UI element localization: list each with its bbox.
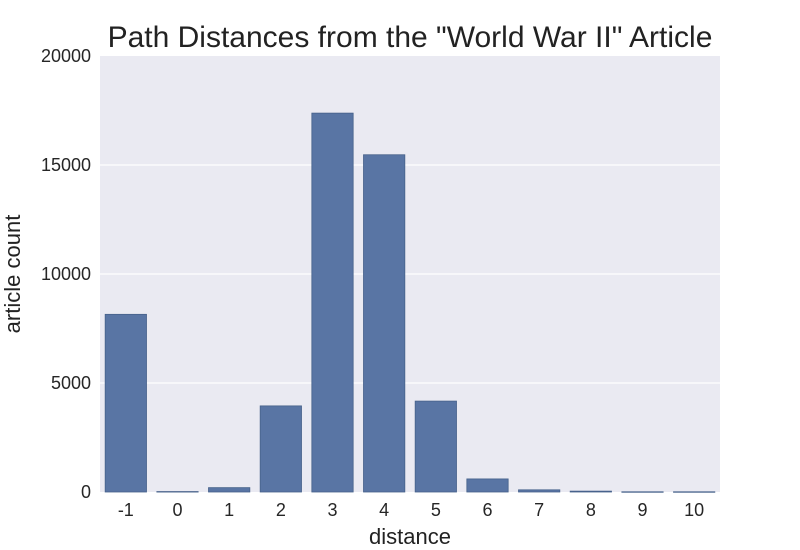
x-tick-label: 1 <box>224 500 234 520</box>
x-axis-label: distance <box>369 524 451 549</box>
chart-title: Path Distances from the "World War II" A… <box>108 21 713 54</box>
x-tick-label: 4 <box>379 500 389 520</box>
y-tick-labels: 0 5000 10000 15000 20000 <box>41 46 91 502</box>
bar <box>311 112 354 493</box>
bar <box>466 478 509 493</box>
y-tick-label: 10000 <box>41 264 91 284</box>
x-tick-label: 10 <box>684 500 704 520</box>
bar <box>156 491 199 493</box>
x-tick-label: 3 <box>327 500 337 520</box>
bar <box>104 313 147 493</box>
grid-lines <box>100 164 720 384</box>
bar <box>208 487 251 493</box>
x-tick-labels: -1 0 1 2 3 4 5 6 7 8 9 10 <box>118 500 704 520</box>
y-tick-label: 15000 <box>41 155 91 175</box>
x-tick-label: 8 <box>586 500 596 520</box>
x-tick-label: -1 <box>118 500 134 520</box>
y-tick-label: 0 <box>81 482 91 502</box>
x-tick-label: 0 <box>172 500 182 520</box>
x-tick-label: 6 <box>482 500 492 520</box>
y-axis-label: article count <box>0 215 25 334</box>
y-tick-label: 5000 <box>51 373 91 393</box>
bar <box>673 491 716 493</box>
bar <box>621 491 664 493</box>
y-tick-label: 20000 <box>41 46 91 66</box>
x-tick-label: 5 <box>431 500 441 520</box>
x-tick-label: 7 <box>534 500 544 520</box>
bar <box>569 490 612 493</box>
bar <box>259 405 302 493</box>
x-tick-label: 9 <box>637 500 647 520</box>
bar <box>518 489 561 493</box>
bars <box>104 112 716 493</box>
bar <box>363 154 406 493</box>
x-tick-label: 2 <box>276 500 286 520</box>
bar <box>414 400 457 493</box>
